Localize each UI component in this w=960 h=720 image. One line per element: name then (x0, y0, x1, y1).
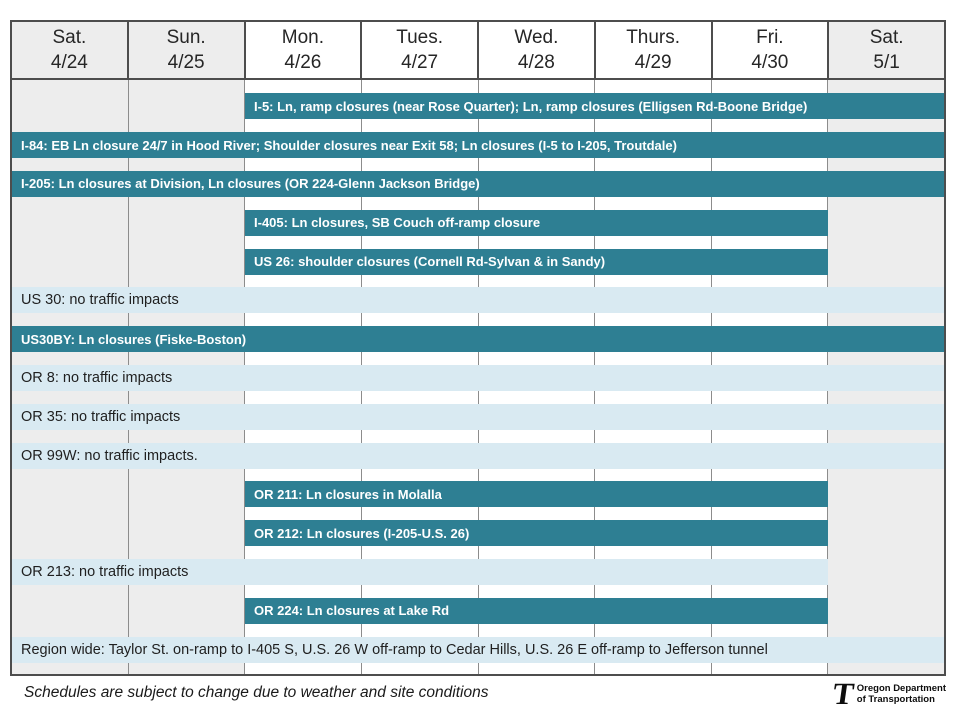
bar-label: I-405: Ln closures, SB Couch off-ramp cl… (254, 215, 541, 231)
day-name: Mon. (281, 26, 324, 48)
schedule-row-7: OR 8: no traffic impacts (12, 359, 944, 398)
bar-label: OR 212: Ln closures (I-205-U.S. 26) (254, 525, 470, 541)
schedule-row-0: I-5: Ln, ramp closures (near Rose Quarte… (12, 87, 944, 126)
bar-label: OR 35: no traffic impacts (21, 408, 181, 425)
day-name: Tues. (396, 26, 444, 48)
closure-bar-3: I-405: Ln closures, SB Couch off-ramp cl… (245, 209, 828, 236)
day-name: Sat. (869, 26, 904, 48)
closure-bar-0: I-5: Ln, ramp closures (near Rose Quarte… (245, 93, 944, 120)
schedule-row-13: OR 224: Ln closures at Lake Rd (12, 591, 944, 630)
day-name: Fri. (756, 26, 784, 48)
odot-logo-text: Oregon Department of Transportation (857, 683, 946, 705)
day-header-cell-5: Thurs. 4/29 (596, 22, 713, 78)
schedule-row-10: OR 211: Ln closures in Molalla (12, 475, 944, 514)
schedule-row-6: US30BY: Ln closures (Fiske-Boston) (12, 320, 944, 359)
bar-label: US30BY: Ln closures (Fiske-Boston) (21, 331, 247, 347)
day-date: 4/30 (751, 52, 789, 73)
no-impact-bar-12: OR 213: no traffic impacts (12, 558, 828, 585)
schedule-row-5: US 30: no traffic impacts (12, 281, 944, 320)
no-impact-bar-9: OR 99W: no traffic impacts. (12, 442, 944, 469)
bar-label: OR 224: Ln closures at Lake Rd (254, 603, 450, 619)
closure-bar-2: I-205: Ln closures at Division, Ln closu… (12, 170, 944, 197)
closure-bar-11: OR 212: Ln closures (I-205-U.S. 26) (245, 520, 828, 547)
odot-t-icon: T (830, 676, 857, 711)
schedule-disclaimer: Schedules are subject to change due to w… (24, 684, 489, 701)
day-date: 4/28 (517, 52, 555, 73)
day-name: Sat. (52, 26, 87, 48)
schedule-row-1: I-84: EB Ln closure 24/7 in Hood River; … (12, 126, 944, 165)
day-name: Sun. (166, 26, 206, 48)
day-header-cell-2: Mon. 4/26 (246, 22, 363, 78)
no-impact-bar-8: OR 35: no traffic impacts (12, 403, 944, 430)
schedule-row-9: OR 99W: no traffic impacts. (12, 436, 944, 475)
day-name: Wed. (514, 26, 559, 48)
no-impact-bar-7: OR 8: no traffic impacts (12, 364, 944, 391)
day-date: 5/1 (873, 52, 900, 73)
schedule-row-2: I-205: Ln closures at Division, Ln closu… (12, 165, 944, 204)
bar-label: I-205: Ln closures at Division, Ln closu… (21, 176, 480, 192)
day-date: 4/27 (401, 52, 439, 73)
bar-label: OR 8: no traffic impacts (21, 369, 173, 386)
schedule-row-3: I-405: Ln closures, SB Couch off-ramp cl… (12, 203, 944, 242)
bar-label: OR 99W: no traffic impacts. (21, 447, 198, 464)
day-header-cell-3: Tues. 4/27 (362, 22, 479, 78)
day-header-cell-1: Sun. 4/25 (129, 22, 246, 78)
closure-bar-10: OR 211: Ln closures in Molalla (245, 481, 828, 508)
bar-label: OR 213: no traffic impacts (21, 563, 189, 580)
schedule-row-8: OR 35: no traffic impacts (12, 397, 944, 436)
day-name: Thurs. (626, 26, 681, 48)
day-header-cell-4: Wed. 4/28 (479, 22, 596, 78)
odot-logo-line2: of Transportation (856, 694, 935, 706)
day-header-cell-0: Sat. 4/24 (12, 22, 129, 78)
odot-logo-line1: Oregon Department (856, 682, 946, 694)
bar-label: OR 211: Ln closures in Molalla (254, 486, 442, 502)
day-date: 4/26 (284, 52, 322, 73)
day-header-cell-6: Fri. 4/30 (713, 22, 830, 78)
closure-bar-13: OR 224: Ln closures at Lake Rd (245, 597, 828, 624)
no-impact-bar-14: Region wide: Taylor St. on-ramp to I-405… (12, 636, 944, 663)
closure-bar-4: US 26: shoulder closures (Cornell Rd-Syl… (245, 248, 828, 275)
bar-label: Region wide: Taylor St. on-ramp to I-405… (21, 641, 768, 658)
schedule-row-4: US 26: shoulder closures (Cornell Rd-Syl… (12, 242, 944, 281)
bar-label: US 26: shoulder closures (Cornell Rd-Syl… (254, 254, 606, 270)
odot-logo: T Oregon Department of Transportation (830, 676, 946, 711)
schedule-row-12: OR 213: no traffic impacts (12, 553, 944, 592)
no-impact-bar-5: US 30: no traffic impacts (12, 287, 944, 314)
closure-bar-6: US30BY: Ln closures (Fiske-Boston) (12, 326, 944, 353)
day-date: 4/29 (634, 52, 672, 73)
day-date: 4/25 (167, 52, 205, 73)
bar-label: I-84: EB Ln closure 24/7 in Hood River; … (21, 137, 677, 153)
day-date: 4/24 (50, 52, 88, 73)
schedule-body: I-5: Ln, ramp closures (near Rose Quarte… (12, 80, 944, 674)
bar-label: US 30: no traffic impacts (21, 292, 179, 309)
schedule-row-14: Region wide: Taylor St. on-ramp to I-405… (12, 630, 944, 669)
closure-schedule-table: Sat. 4/24 Sun. 4/25 Mon. 4/26 Tues. 4/27 Wed. 4/2… (10, 20, 946, 676)
day-header-cell-7: Sat. 5/1 (829, 22, 944, 78)
schedule-row-11: OR 212: Ln closures (I-205-U.S. 26) (12, 514, 944, 553)
closure-bar-1: I-84: EB Ln closure 24/7 in Hood River; … (12, 132, 944, 159)
day-header-row: Sat. 4/24 Sun. 4/25 Mon. 4/26 Tues. 4/27 Wed. 4/2… (12, 22, 944, 80)
bar-label: I-5: Ln, ramp closures (near Rose Quarte… (254, 98, 808, 114)
